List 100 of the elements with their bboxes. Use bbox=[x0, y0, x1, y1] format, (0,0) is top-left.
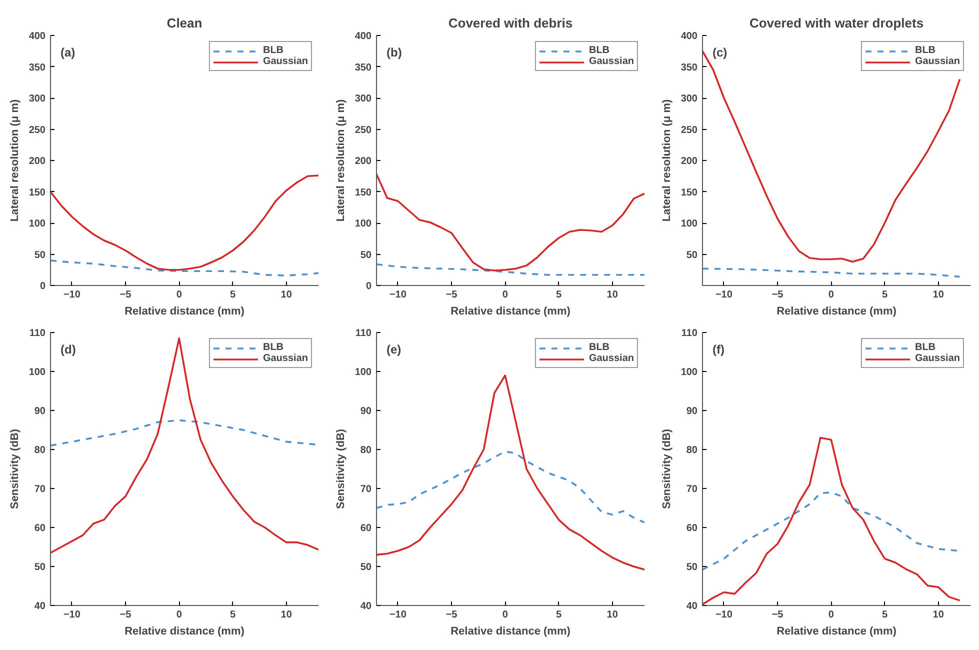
x-tick-label: −5 bbox=[772, 290, 784, 300]
y-tick-label: 90 bbox=[686, 406, 698, 417]
y-tick-label: 40 bbox=[686, 601, 698, 612]
annotation: (b) bbox=[386, 46, 402, 60]
y-tick-label: 90 bbox=[34, 406, 46, 417]
x-tick-label: −10 bbox=[715, 290, 733, 300]
y-tick-label: 150 bbox=[680, 187, 698, 198]
y-tick-label: 70 bbox=[686, 484, 698, 495]
y-tick-label: 50 bbox=[360, 250, 372, 261]
y-tick-label: 350 bbox=[28, 62, 46, 74]
x-tick-label: 10 bbox=[280, 290, 292, 300]
y-tick-label: 70 bbox=[34, 484, 46, 495]
x-tick-label: −10 bbox=[389, 610, 407, 620]
x-tick-label: −10 bbox=[715, 610, 733, 620]
y-axis-title: Sensitivity (dB) bbox=[334, 428, 347, 510]
x-tick-label: −10 bbox=[63, 610, 81, 620]
legend-label: Gaussian bbox=[262, 353, 308, 364]
x-tick-label: 0 bbox=[176, 290, 182, 300]
legend-label: BLB bbox=[914, 342, 936, 353]
y-tick-label: 50 bbox=[34, 562, 46, 573]
y-tick-label: 70 bbox=[360, 484, 372, 495]
legend-label: BLB bbox=[262, 342, 284, 353]
y-tick-label: 100 bbox=[680, 367, 698, 378]
x-tick-label: −10 bbox=[63, 290, 81, 300]
y-axis-title: Sensitivity (dB) bbox=[8, 428, 21, 510]
y-tick-label: 300 bbox=[354, 94, 372, 104]
y-tick-label: 200 bbox=[28, 156, 46, 167]
y-tick-label: 150 bbox=[354, 187, 372, 198]
annotation: (e) bbox=[386, 342, 402, 356]
chart-title: Covered with debris bbox=[448, 16, 573, 30]
y-tick-label: 80 bbox=[34, 445, 46, 456]
y-tick-label: 100 bbox=[28, 367, 46, 378]
y-tick-label: 400 bbox=[354, 31, 372, 42]
y-tick-label: 100 bbox=[354, 367, 372, 378]
x-tick-label: 10 bbox=[606, 610, 618, 620]
x-axis-title: Relative distance (mm) bbox=[124, 626, 245, 638]
x-axis-title: Relative distance (mm) bbox=[776, 626, 897, 638]
legend-label: Gaussian bbox=[262, 56, 308, 67]
y-tick-label: 110 bbox=[355, 328, 372, 339]
x-tick-label: 10 bbox=[932, 290, 944, 300]
x-tick-label: −10 bbox=[389, 290, 407, 300]
x-tick-label: 5 bbox=[556, 290, 562, 300]
y-tick-label: 300 bbox=[680, 94, 698, 104]
x-tick-label: 10 bbox=[280, 610, 292, 620]
y-axis-title: Sensitivity (dB) bbox=[660, 428, 673, 510]
x-tick-label: 5 bbox=[230, 290, 236, 300]
y-tick-label: 150 bbox=[28, 187, 46, 198]
y-tick-label: 50 bbox=[34, 250, 46, 261]
x-tick-label: −5 bbox=[120, 290, 132, 300]
legend-label: Gaussian bbox=[914, 56, 960, 67]
legend-label: Gaussian bbox=[914, 353, 960, 364]
y-tick-label: 50 bbox=[686, 562, 698, 573]
x-axis-title: Relative distance (mm) bbox=[450, 626, 571, 638]
y-tick-label: 0 bbox=[40, 281, 46, 292]
legend-label: BLB bbox=[588, 45, 610, 56]
y-tick-label: 60 bbox=[360, 523, 372, 534]
y-tick-label: 200 bbox=[680, 156, 698, 167]
y-tick-label: 100 bbox=[28, 218, 46, 230]
y-tick-label: 350 bbox=[680, 62, 698, 74]
y-tick-label: 400 bbox=[28, 31, 46, 42]
y-tick-label: 110 bbox=[29, 328, 46, 339]
y-tick-label: 50 bbox=[686, 250, 698, 261]
y-tick-label: 250 bbox=[28, 124, 46, 136]
x-axis-title: Relative distance (mm) bbox=[124, 306, 245, 318]
x-tick-label: 0 bbox=[828, 610, 834, 620]
y-tick-label: 200 bbox=[354, 156, 372, 167]
legend-label: Gaussian bbox=[588, 353, 634, 364]
legend-label: BLB bbox=[588, 342, 610, 353]
x-tick-label: 0 bbox=[502, 610, 508, 620]
x-tick-label: 0 bbox=[502, 290, 508, 300]
y-tick-label: 250 bbox=[354, 124, 372, 136]
y-tick-label: 300 bbox=[28, 94, 46, 104]
y-tick-label: 110 bbox=[681, 328, 698, 339]
x-tick-label: 5 bbox=[230, 610, 236, 620]
annotation: (c) bbox=[712, 46, 728, 60]
legend-label: Gaussian bbox=[588, 56, 634, 67]
y-tick-label: 250 bbox=[680, 124, 698, 136]
chart-title: Clean bbox=[166, 16, 202, 30]
annotation: (d) bbox=[60, 342, 76, 356]
y-axis-title: Lateral resolution (μ m) bbox=[334, 99, 347, 222]
x-tick-label: 10 bbox=[932, 610, 944, 620]
annotation: (a) bbox=[60, 46, 76, 60]
y-tick-label: 40 bbox=[34, 601, 46, 612]
x-tick-label: −5 bbox=[120, 610, 132, 620]
x-tick-label: 0 bbox=[176, 610, 182, 620]
x-tick-label: −5 bbox=[446, 610, 458, 620]
x-tick-label: −5 bbox=[772, 610, 784, 620]
y-tick-label: 60 bbox=[686, 523, 698, 534]
y-axis-title: Lateral resolution (μ m) bbox=[8, 99, 21, 222]
y-tick-label: 90 bbox=[360, 406, 372, 417]
chart-title: Covered with water droplets bbox=[749, 16, 924, 30]
y-tick-label: 100 bbox=[354, 218, 372, 230]
x-tick-label: 5 bbox=[882, 610, 888, 620]
y-tick-label: 50 bbox=[360, 562, 372, 573]
x-tick-label: 0 bbox=[828, 290, 834, 300]
annotation: (f) bbox=[712, 342, 724, 356]
y-tick-label: 400 bbox=[680, 31, 698, 42]
x-axis-title: Relative distance (mm) bbox=[776, 306, 897, 318]
y-tick-label: 80 bbox=[360, 445, 372, 456]
x-tick-label: −5 bbox=[446, 290, 458, 300]
